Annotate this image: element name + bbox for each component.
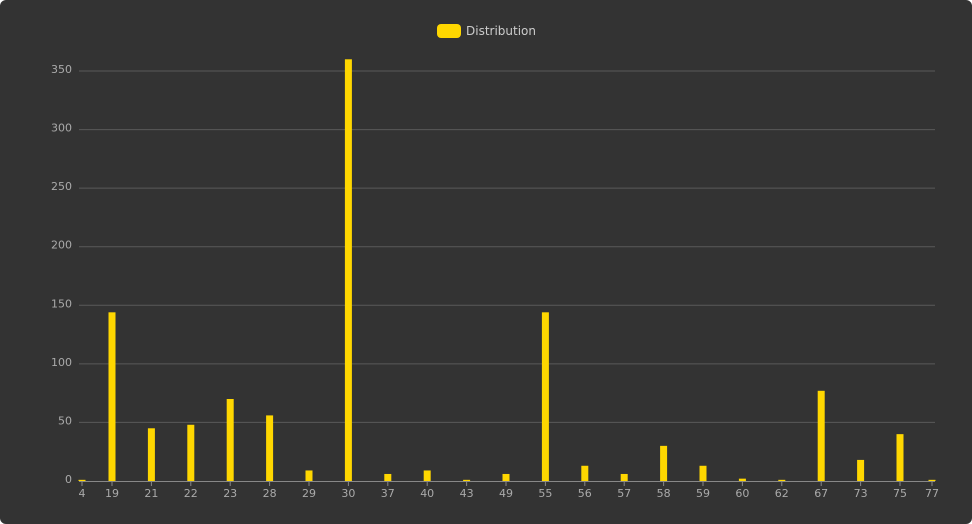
bar bbox=[384, 473, 392, 481]
y-tick-label: 50 bbox=[58, 414, 72, 427]
bar bbox=[738, 478, 746, 481]
y-tick-label: 200 bbox=[51, 239, 72, 252]
x-tick-label: 22 bbox=[184, 487, 198, 500]
bar bbox=[344, 59, 352, 482]
legend-swatch bbox=[437, 24, 461, 38]
bar bbox=[541, 312, 549, 481]
bar bbox=[305, 470, 313, 481]
bar bbox=[423, 470, 431, 481]
x-tick-label: 60 bbox=[735, 487, 749, 500]
legend[interactable]: Distribution bbox=[437, 24, 536, 38]
bar bbox=[928, 479, 936, 481]
bar bbox=[896, 434, 904, 481]
bar bbox=[226, 399, 234, 481]
bar bbox=[660, 445, 668, 481]
x-tick-label: 67 bbox=[814, 487, 828, 500]
y-tick-label: 250 bbox=[51, 180, 72, 193]
x-tick-label: 30 bbox=[341, 487, 355, 500]
bar bbox=[463, 479, 471, 481]
x-tick-label: 58 bbox=[657, 487, 671, 500]
x-tick-label: 28 bbox=[263, 487, 277, 500]
y-tick-label: 0 bbox=[65, 473, 72, 486]
y-tick-label: 350 bbox=[51, 63, 72, 76]
bar bbox=[266, 415, 274, 481]
x-tick-label: 23 bbox=[223, 487, 237, 500]
x-tick-label: 75 bbox=[893, 487, 907, 500]
bar bbox=[857, 459, 865, 481]
x-tick-label: 19 bbox=[105, 487, 119, 500]
y-axis-labels: 0 50 100 150 200 250 300 350 bbox=[51, 63, 72, 486]
x-axis-labels: 4 19 21 22 23 28 29 30 37 40 43 49 55 56 57 58 59 60 62 67 7… bbox=[79, 487, 940, 500]
y-tick-label: 150 bbox=[51, 297, 72, 310]
x-tick-label: 49 bbox=[499, 487, 513, 500]
bar bbox=[78, 479, 86, 481]
x-axis bbox=[79, 481, 935, 486]
x-tick-label: 40 bbox=[420, 487, 434, 500]
x-tick-label: 43 bbox=[460, 487, 474, 500]
y-tick-label: 300 bbox=[51, 122, 72, 135]
x-tick-label: 73 bbox=[854, 487, 868, 500]
x-tick-label: 21 bbox=[144, 487, 158, 500]
x-tick-label: 77 bbox=[925, 487, 939, 500]
x-tick-label: 59 bbox=[696, 487, 710, 500]
bar bbox=[581, 465, 589, 481]
legend-label: Distribution bbox=[466, 24, 537, 38]
bar bbox=[699, 465, 707, 481]
bar bbox=[778, 479, 786, 481]
bar bbox=[108, 312, 116, 481]
x-tick-label: 55 bbox=[538, 487, 552, 500]
x-tick-label: 4 bbox=[79, 487, 86, 500]
bar bbox=[620, 473, 628, 481]
grid-lines bbox=[79, 70, 935, 423]
y-tick-label: 100 bbox=[51, 356, 72, 369]
x-tick-label: 29 bbox=[302, 487, 316, 500]
bar bbox=[187, 424, 195, 481]
bar bbox=[502, 473, 510, 481]
x-tick-label: 57 bbox=[617, 487, 631, 500]
x-tick-label: 37 bbox=[381, 487, 395, 500]
bar bbox=[817, 390, 825, 481]
x-tick-label: 56 bbox=[578, 487, 592, 500]
x-tick-label: 62 bbox=[775, 487, 789, 500]
bar bbox=[147, 428, 155, 481]
bars bbox=[78, 59, 936, 482]
